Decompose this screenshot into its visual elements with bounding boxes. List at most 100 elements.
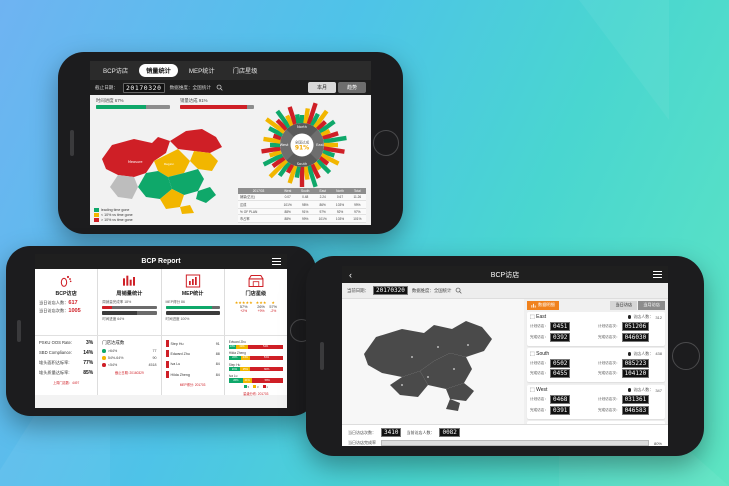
- progress-time-bar: [96, 105, 170, 109]
- china-map[interactable]: Measure Region: [94, 117, 234, 219]
- visit-header: ‹ BCP访店: [342, 266, 668, 283]
- stack-segment: 21%: [242, 378, 252, 383]
- segment-month[interactable]: 当月访店: [638, 301, 665, 310]
- region-card[interactable]: ⬚ West 访店人数： 347 计划访店： 0468 计划访店次： 031361 完成访店：…: [527, 384, 665, 419]
- search-icon[interactable]: [216, 84, 223, 91]
- bar-label: 周销量完成率 18%: [102, 300, 132, 304]
- footer-counters: 当日访店次数： 3410 当前访店人数： 0082: [348, 428, 662, 437]
- data-detail-tag[interactable]: 数据明细: [527, 301, 559, 310]
- stack-segment: 21%: [228, 367, 241, 372]
- visit-footer: 当日访店次数： 3410 当前访店人数： 0082 当日访店完成率 80%: [342, 424, 668, 446]
- table-cell: 0.48: [296, 193, 315, 202]
- home-button[interactable]: [373, 130, 399, 156]
- bar-label: 时间进度 64%: [102, 316, 125, 321]
- rate-value: 80%: [653, 440, 662, 446]
- tab-mep-statistics[interactable]: MEP统计: [188, 68, 215, 75]
- stack-row: Hilda Zheng 22% 24% 54%: [228, 351, 283, 361]
- tab-sales-statistics[interactable]: 销量统计: [139, 64, 178, 77]
- cell-done-visit: 完成访店： 0391: [530, 405, 594, 415]
- dimension-label: 数据维度：全国统计: [169, 84, 211, 90]
- card-weekly-sales[interactable]: 周销量统计 周销量完成率 18% 时间进度 64%: [98, 269, 162, 335]
- cell-done-times: 完成访店次： 046030: [598, 332, 662, 342]
- switch-this-month[interactable]: 本月: [307, 82, 336, 93]
- achieve-label: 54%-64%: [107, 356, 124, 360]
- report-header: BCP Report: [35, 254, 287, 269]
- achieve-footer: 截止日期: 20160329: [115, 371, 144, 375]
- china-map-grey[interactable]: [342, 299, 524, 424]
- ranking-name: Iva Lu: [170, 362, 181, 367]
- screen-sales-statistics: BCP访店 销量统计 MEP统计 门店星级 截止日期： 20170320 数据维…: [90, 61, 371, 225]
- progress-sales-label: 销量达成 91%: [180, 98, 208, 103]
- search-icon[interactable]: [455, 287, 462, 294]
- card-store-rating[interactable]: 门店星级 ★★★★★ 57% +2% ★★★ 26% +9% ★ 57% -2%: [225, 269, 287, 335]
- date-value[interactable]: 20170320: [122, 82, 165, 93]
- people-value: 312: [655, 314, 662, 320]
- page-title: BCP访店: [490, 271, 520, 279]
- table-cell: 101%: [314, 214, 332, 223]
- legend-item: > 10% vs time gone: [94, 218, 133, 222]
- people-label: 访店人数：: [633, 350, 654, 356]
- svg-text:East: East: [316, 143, 324, 147]
- progress-row: 时间进度 67% 销量达成 91%: [90, 95, 371, 110]
- chevron-left-icon[interactable]: ‹: [349, 269, 352, 280]
- metric-value: 3%: [86, 340, 94, 346]
- ranking-row: Iva Lu 84: [165, 360, 220, 368]
- bar-track: [165, 311, 220, 315]
- metrics-footer: 上周门店数：4497: [53, 381, 80, 385]
- phone-mockup-right: ‹ BCP访店 当前日期： 20170320 数据维度：全国统计: [306, 256, 704, 456]
- hamburger-icon[interactable]: [653, 271, 662, 278]
- people-value: 0082: [439, 428, 460, 437]
- switch-trend[interactable]: 趋势: [337, 82, 366, 93]
- stack-legend: 5 3 1: [229, 385, 283, 389]
- table-cell: 市占率: [238, 214, 280, 223]
- table-row: 市占率 88% 99% 101% 103% 101%: [238, 214, 366, 223]
- hamburger-icon[interactable]: [272, 258, 281, 265]
- metric-row: SBD Compliance: 14%: [39, 350, 93, 356]
- people-label: 访店人数：: [633, 387, 654, 393]
- card-bar-group: 周销量完成率 18% 时间进度 64%: [102, 300, 157, 322]
- rate-bar: [381, 440, 649, 446]
- home-button[interactable]: [672, 342, 700, 370]
- table-row: % OF PLAN 88% 91% 97% 92% 97%: [238, 208, 366, 216]
- card-title: MEP统计: [181, 291, 204, 297]
- table-cell: 98%: [296, 200, 315, 209]
- phone-mockup-bottom-left: BCP Report BCP访店 当日访店人数：617 当日访店次数：1005 …: [6, 246, 316, 416]
- achieve-title: 门店达成数: [102, 340, 125, 345]
- card-bcp-visit[interactable]: BCP访店 当日访店人数：617 当日访店次数：1005: [35, 269, 99, 335]
- table-cell: 86%: [314, 200, 332, 209]
- bar-track: [165, 306, 220, 310]
- bar-label: 时间进度 100%: [165, 316, 190, 321]
- cell-done-times: 完成访店次： 046583: [598, 405, 662, 415]
- stack-name: Edward Zhu: [228, 340, 246, 344]
- report-detail: PSKU OOS Rate: 3% SBD Compliance: 14% 堆头面积达标…: [35, 335, 287, 396]
- list-toolbar: 数据明细 当日访店 当月访店: [527, 301, 665, 310]
- region-name: ⬚ West: [530, 387, 548, 394]
- region-card[interactable]: ⬚ East 访店人数： 312 计划访店： 0451 计划访店次： 051206 完成访店：…: [527, 311, 665, 346]
- tab-store-rating[interactable]: 门店星级: [232, 68, 258, 75]
- tab-bcp-visit[interactable]: BCP访店: [103, 68, 129, 75]
- svg-text:West: West: [280, 143, 289, 147]
- table-cell: 91%: [296, 208, 315, 216]
- table-cell: 0.67: [331, 193, 349, 202]
- stack-segment: 60%: [250, 367, 283, 372]
- segment-today[interactable]: 当日访店: [610, 301, 638, 310]
- table-cell: 11.26: [348, 193, 366, 202]
- table-row: 达成 101% 98% 86% 103% 99%: [238, 200, 366, 209]
- legend-item: 1: [262, 385, 268, 389]
- ranking-name: Edward Zhu: [170, 351, 190, 356]
- card-mep[interactable]: MEP统计 MEP得分 86 时间进度 100%: [162, 269, 225, 335]
- cell-done-visit: 完成访店： 0455: [530, 369, 594, 379]
- region-card[interactable]: ⬚ South 访店人数： 438 计划访店： 0502 计划访店次： 085223 完成访店…: [527, 348, 665, 383]
- region-header: ⬚ East 访店人数： 312: [530, 314, 662, 320]
- date-value[interactable]: 20170320: [372, 286, 408, 295]
- metric-label: PSKU OOS Rate:: [39, 340, 73, 345]
- stack-segment: 24%: [240, 355, 250, 361]
- achieve-row: <54% 4518: [102, 363, 157, 367]
- region-people: 访店人数： 438: [627, 350, 662, 357]
- region-card[interactable]: ⬚ North访店人数：258计划访店：0273计划访店次：025201完成访店…: [527, 421, 665, 424]
- radial-chart[interactable]: 全国达成 91% North South West East: [238, 98, 366, 192]
- cell-plan-visit: 计划访店： 0451: [530, 322, 594, 332]
- achieve-label: >64%: [107, 349, 118, 353]
- table-cell: 99%: [348, 200, 366, 209]
- bar-label: MEP得分 86: [165, 300, 185, 304]
